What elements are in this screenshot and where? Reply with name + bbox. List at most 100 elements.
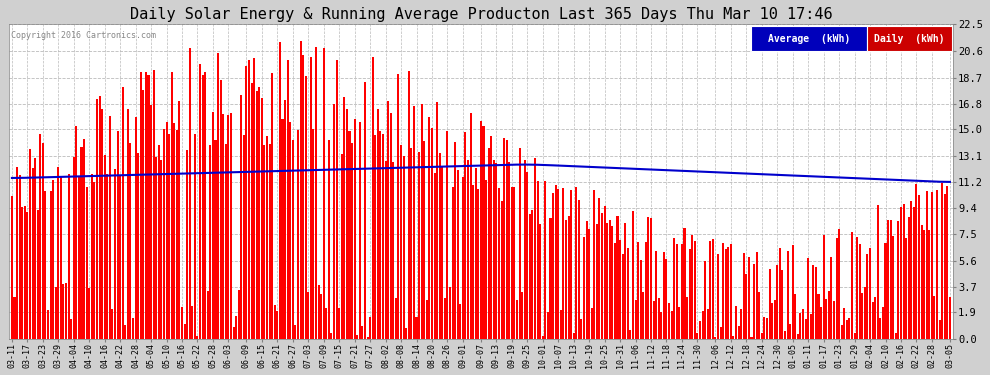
Bar (763, 317, 765, 339)
Bar (511, 186, 513, 339)
Bar (820, 307, 822, 339)
Bar (395, 298, 397, 339)
Bar (148, 75, 149, 339)
Bar (289, 122, 291, 339)
Bar (91, 174, 93, 339)
Bar (52, 180, 54, 339)
Bar (88, 288, 90, 339)
Bar (485, 180, 487, 339)
Bar (333, 105, 335, 339)
Bar (469, 113, 471, 339)
Bar (371, 57, 373, 339)
Bar (72, 157, 75, 339)
Bar (805, 319, 807, 339)
Bar (222, 114, 225, 339)
Bar (173, 123, 175, 339)
Text: Average  (kWh): Average (kWh) (768, 34, 850, 44)
Bar (941, 183, 943, 339)
Bar (882, 307, 884, 339)
Bar (480, 121, 482, 339)
Bar (552, 193, 554, 339)
Bar (638, 242, 640, 339)
Bar (228, 115, 230, 339)
Bar (305, 76, 307, 339)
Bar (413, 106, 415, 339)
Bar (369, 317, 371, 339)
Bar (722, 243, 725, 339)
Bar (747, 257, 750, 339)
Bar (456, 170, 458, 339)
Bar (506, 140, 508, 339)
Bar (810, 314, 812, 339)
Bar (897, 221, 900, 339)
Bar (562, 188, 564, 339)
Bar (488, 148, 490, 339)
Bar (416, 317, 418, 339)
Bar (294, 325, 296, 339)
Bar (856, 237, 858, 339)
Bar (753, 264, 755, 339)
Bar (11, 196, 13, 339)
Bar (652, 301, 654, 339)
Bar (42, 143, 44, 339)
Bar (163, 129, 165, 339)
Bar (276, 311, 278, 339)
Bar (390, 113, 392, 339)
Bar (851, 232, 853, 339)
Bar (392, 162, 394, 339)
Bar (501, 201, 503, 339)
Bar (755, 252, 757, 339)
Bar (514, 187, 516, 339)
Bar (542, 336, 544, 339)
Bar (281, 119, 283, 339)
Bar (647, 217, 649, 339)
Bar (524, 160, 526, 339)
Bar (196, 336, 198, 339)
Bar (704, 261, 706, 339)
Bar (50, 191, 51, 339)
Bar (585, 221, 588, 339)
Bar (255, 91, 257, 339)
Bar (596, 225, 598, 339)
Bar (439, 153, 441, 339)
Bar (351, 143, 353, 339)
Bar (490, 136, 492, 339)
Bar (284, 100, 286, 339)
Bar (635, 300, 637, 339)
Bar (451, 187, 453, 339)
Bar (921, 225, 923, 339)
Bar (570, 190, 572, 339)
Bar (85, 187, 88, 339)
Bar (403, 156, 405, 339)
Bar (253, 58, 255, 339)
Bar (665, 259, 667, 339)
Bar (194, 134, 196, 339)
Bar (565, 220, 567, 339)
Bar (833, 301, 835, 339)
Bar (673, 238, 675, 339)
Bar (926, 191, 928, 339)
Bar (768, 269, 770, 339)
Bar (575, 187, 577, 339)
Bar (807, 258, 809, 339)
Bar (521, 292, 523, 339)
Bar (358, 123, 360, 339)
Bar (379, 131, 381, 339)
Bar (442, 166, 444, 339)
Bar (815, 267, 817, 339)
Bar (818, 294, 820, 339)
Bar (397, 74, 400, 339)
Bar (699, 321, 701, 339)
Bar (96, 99, 98, 339)
Bar (37, 210, 39, 339)
Bar (826, 299, 828, 339)
Bar (916, 184, 918, 339)
Bar (676, 244, 678, 339)
Bar (619, 240, 621, 339)
Bar (446, 131, 448, 339)
Bar (320, 294, 322, 339)
FancyBboxPatch shape (867, 26, 951, 51)
Bar (554, 185, 556, 339)
Bar (14, 297, 16, 339)
Bar (843, 308, 845, 339)
